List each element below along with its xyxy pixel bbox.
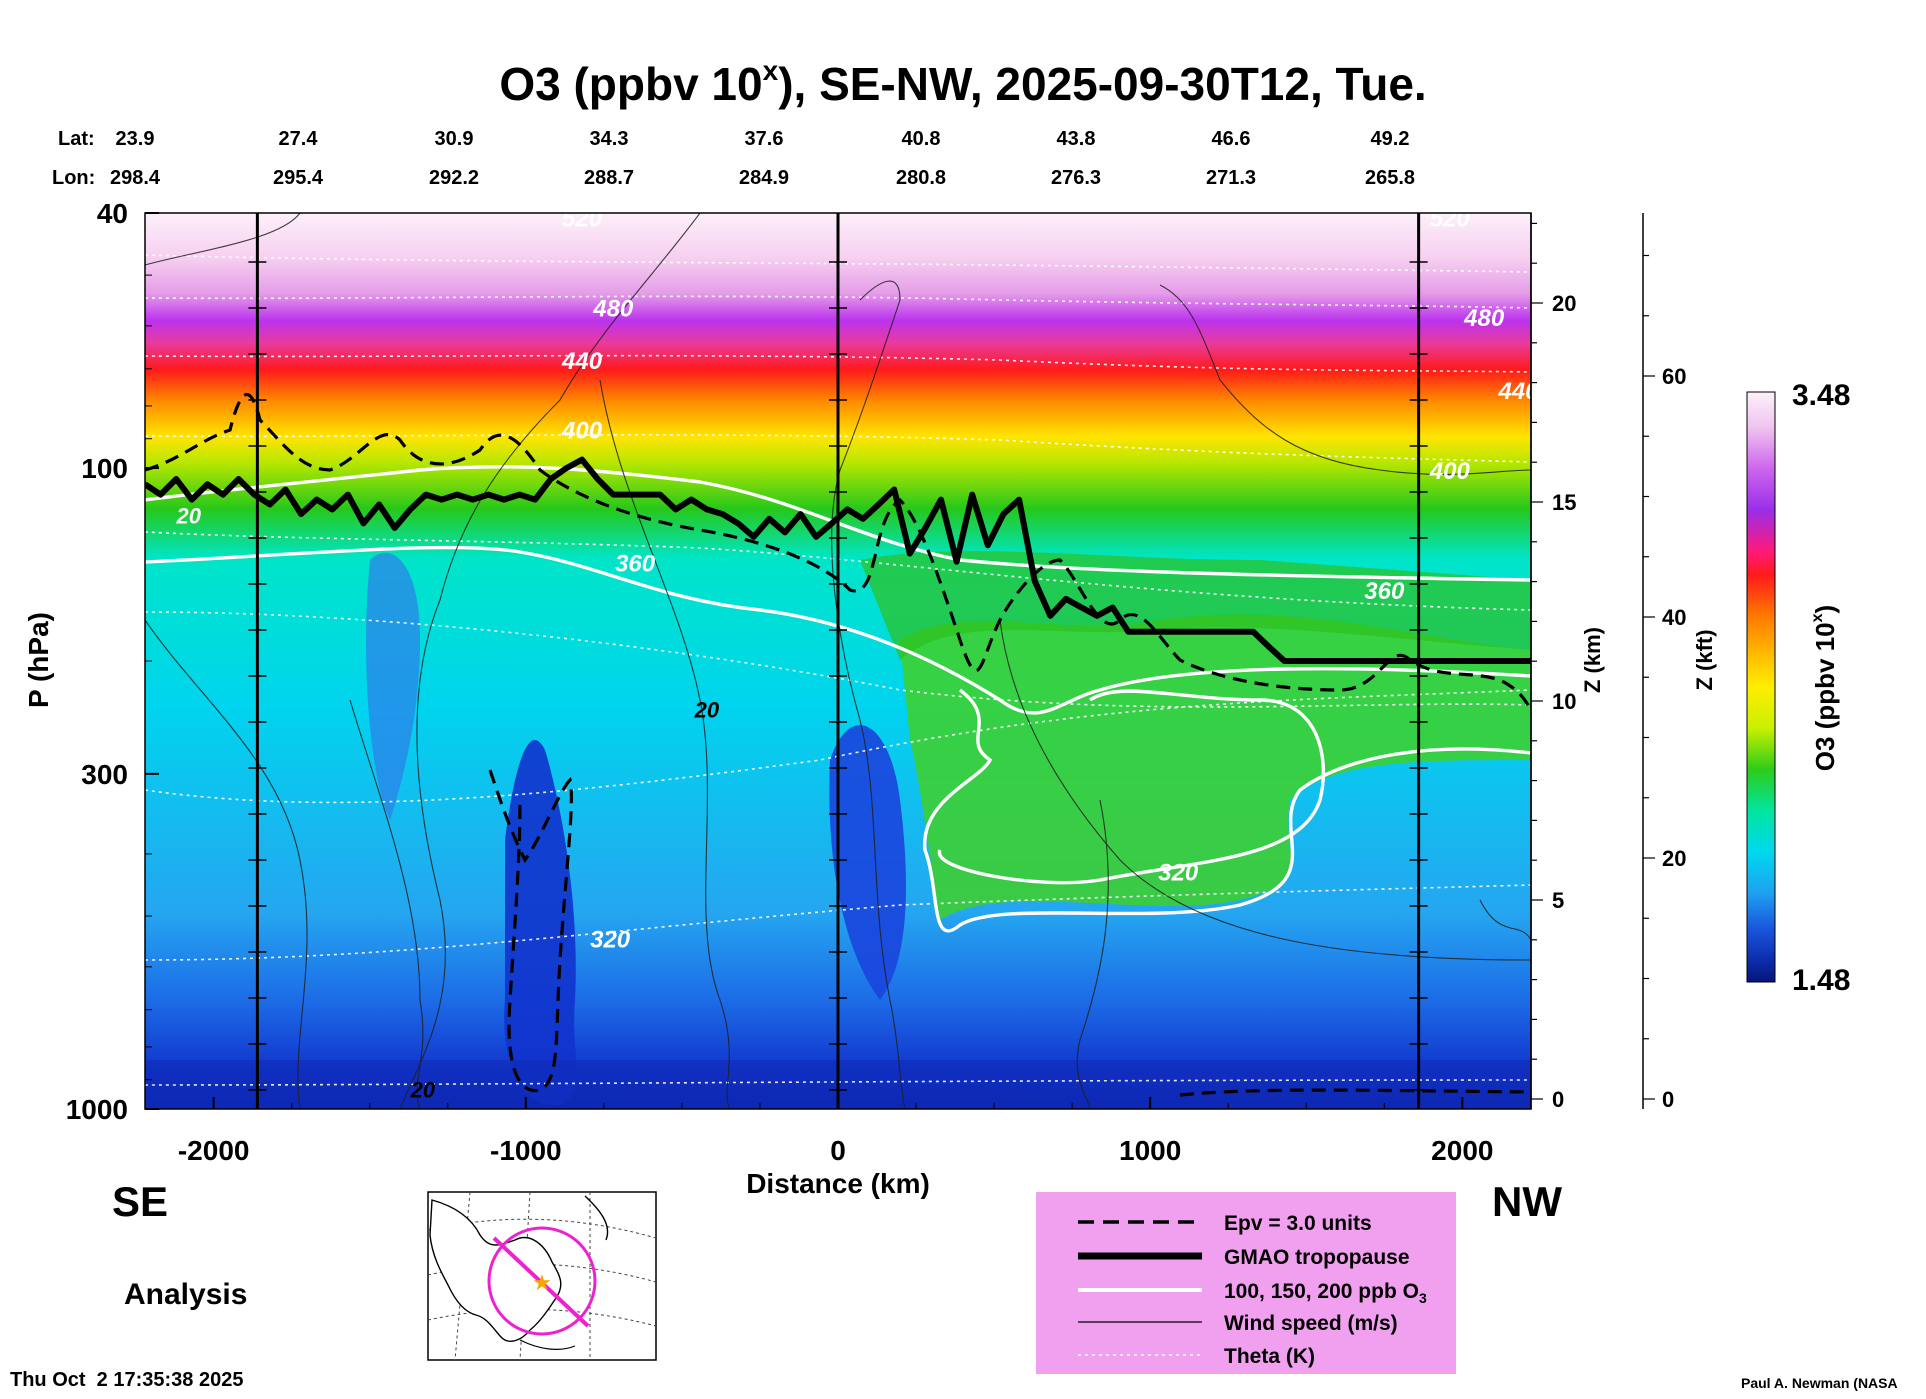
z-kft-tick-label: 40: [1662, 605, 1686, 630]
lon-row-label: Lon:: [52, 167, 95, 189]
lon-value: 280.8: [896, 167, 946, 189]
x-axis: -2000 -1000 0 1000 2000: [178, 1097, 1493, 1166]
theta-label: 520: [1430, 206, 1471, 233]
lat-value: 43.8: [1057, 128, 1096, 150]
legend-ozone-label: 100, 150, 200 ppb O3: [1224, 1280, 1427, 1306]
timestamp: Thu Oct 2 17:35:38 2025: [10, 1369, 243, 1391]
theta-label: 400: [561, 418, 603, 445]
theta-labels: 480 440 400 360 320 320 360 400 440 480 520 520: [561, 206, 1539, 954]
colorbar-max: 3.48: [1792, 379, 1850, 412]
y-tick-label: 1000: [66, 1094, 128, 1125]
blue-plume-strat: [366, 552, 420, 820]
z-km-axis-label: Z (km): [1580, 627, 1605, 693]
theta-label: 360: [1364, 578, 1405, 605]
cross-section-path: [492, 1236, 590, 1328]
blue-plume-mid: [829, 725, 906, 1000]
legend-tropopause-label: GMAO tropopause: [1224, 1246, 1410, 1269]
theta-label: 440: [561, 348, 603, 375]
theta-label: 440: [1497, 378, 1539, 405]
y-tick-label: 40: [97, 198, 128, 229]
z-km-axis: 0 5 10 15 20: [1530, 213, 1576, 1112]
analysis-label: Analysis: [124, 1278, 247, 1311]
legend-theta-label: Theta (K): [1224, 1345, 1315, 1368]
lat-row-label: Lat:: [58, 128, 95, 150]
theta-contours: [145, 254, 1531, 1086]
ozone-contours: [145, 465, 1531, 933]
x-tick-label: -2000: [178, 1135, 250, 1166]
theta-label: 400: [1429, 458, 1471, 485]
lon-value: 271.3: [1206, 167, 1256, 189]
lat-value: 34.3: [590, 128, 629, 150]
y-tick-label: 300: [81, 759, 128, 790]
z-km-tick-label: 15: [1552, 490, 1576, 515]
lat-value: 27.4: [279, 128, 319, 150]
z-kft-tick-label: 0: [1662, 1087, 1674, 1112]
z-kft-axis: 0 20 40 60: [1642, 213, 1686, 1112]
gmao-tropopause-line: [145, 456, 1531, 664]
x-tick-label: 0: [830, 1135, 846, 1166]
lat-value: 23.9: [116, 128, 155, 150]
station-lines: [248, 213, 1428, 1109]
colorbar-label: O3 (ppbv 10x): [1809, 605, 1840, 771]
center-star-icon: ★: [532, 1270, 552, 1295]
credit-label: Paul A. Newman (NASA: [1741, 1375, 1898, 1391]
z-km-tick-label: 20: [1552, 291, 1576, 316]
theta-label: 480: [1463, 305, 1505, 332]
lat-value: 37.6: [745, 128, 784, 150]
lon-value: 276.3: [1051, 167, 1101, 189]
inset-map: ★: [427, 1191, 657, 1361]
nw-label: NW: [1492, 1178, 1562, 1225]
legend-epv-label: Epv = 3.0 units: [1224, 1212, 1372, 1235]
lat-value: 40.8: [902, 128, 941, 150]
z-kft-axis-label: Z (kft): [1692, 629, 1717, 690]
theta-label: 480: [592, 295, 634, 322]
lon-value: 298.4: [110, 167, 161, 189]
z-kft-tick-label: 20: [1662, 846, 1686, 871]
y-axis-label: P (hPa): [23, 612, 54, 708]
colorbar-min: 1.48: [1792, 964, 1850, 997]
theta-label: 520: [562, 206, 603, 233]
lat-value: 49.2: [1371, 128, 1410, 150]
theta-label: 320: [590, 927, 631, 954]
lon-value: 292.2: [429, 167, 479, 189]
lon-value: 288.7: [584, 167, 634, 189]
colorbar: [1746, 391, 1776, 983]
lon-value: 284.9: [739, 167, 789, 189]
wind-speed-label: 20: [410, 1078, 436, 1103]
lat-value: 30.9: [435, 128, 474, 150]
x-tick-label: 1000: [1119, 1135, 1181, 1166]
lon-value: 295.4: [273, 167, 324, 189]
wind-labels: 20 20 20: [175, 503, 719, 1102]
z-kft-tick-label: 60: [1662, 364, 1686, 389]
theta-label: 360: [615, 550, 656, 577]
legend-wind-label: Wind speed (m/s): [1224, 1312, 1398, 1335]
nw-green-region: [900, 614, 1531, 920]
wind-speed-label: 20: [175, 503, 201, 528]
z-km-tick-label: 10: [1552, 689, 1576, 714]
x-tick-label: 2000: [1431, 1135, 1493, 1166]
theta-label: 320: [1158, 859, 1199, 886]
x-axis-label: Distance (km): [746, 1168, 930, 1199]
cross-section-range-circle: [487, 1226, 597, 1336]
chart-title: O3 (ppbv 10x), SE-NW, 2025-09-30T12, Tue…: [499, 55, 1426, 110]
x-tick-label: -1000: [490, 1135, 562, 1166]
lon-value: 265.8: [1365, 167, 1415, 189]
z-km-tick-label: 0: [1552, 1087, 1564, 1112]
y-tick-label: 100: [81, 453, 128, 484]
z-km-tick-label: 5: [1552, 888, 1564, 913]
wind-speed-label: 20: [694, 697, 720, 722]
legend: Epv = 3.0 units GMAO tropopause 100, 150…: [1036, 1192, 1456, 1374]
se-label: SE: [112, 1178, 168, 1225]
lat-value: 46.6: [1212, 128, 1251, 150]
wind-contours: [145, 213, 1531, 1109]
north-america-outline: [429, 1199, 562, 1342]
pressure-axis: 40 100 300 1000: [66, 198, 159, 1125]
lat-lon-labels: 23.9 27.4 30.9 34.3 37.6 40.8 43.8 46.6 49.2 298.…: [110, 128, 1415, 189]
